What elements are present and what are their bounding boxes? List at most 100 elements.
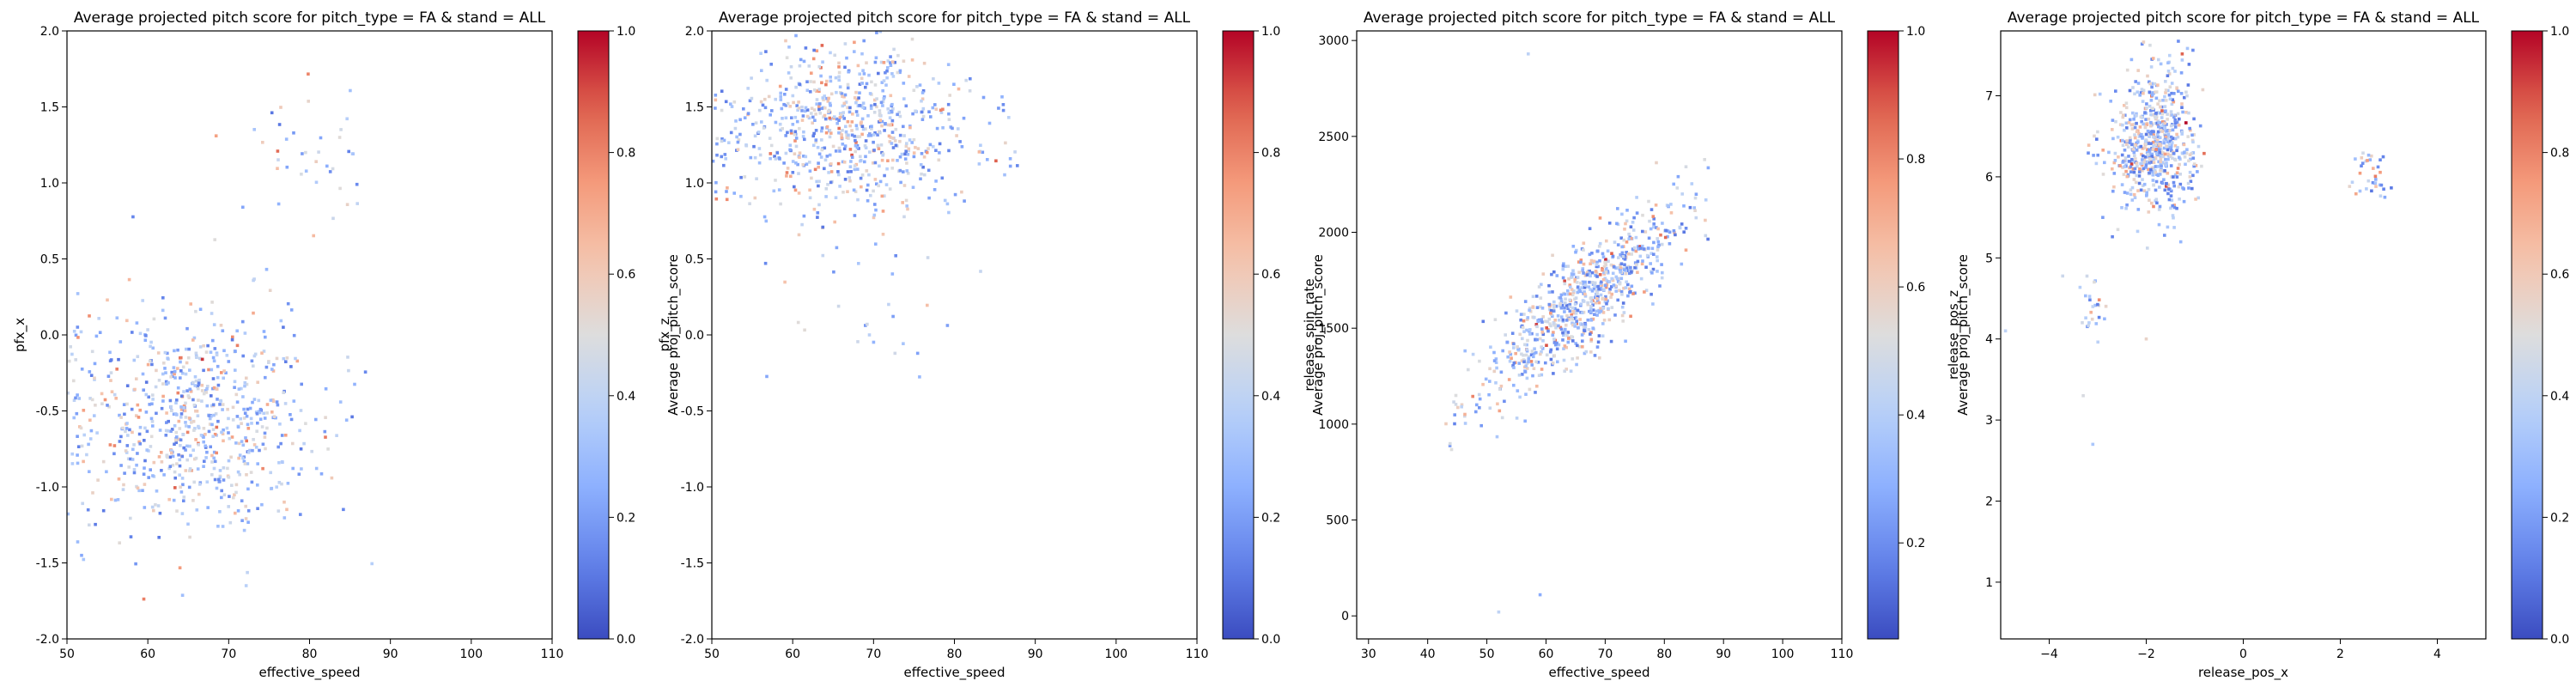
scatter-point (770, 109, 774, 112)
scatter-point (1539, 305, 1542, 308)
scatter-point (829, 170, 834, 173)
scatter-point (88, 397, 92, 400)
scatter-point (785, 171, 789, 174)
scatter-point (1611, 271, 1615, 276)
scatter-point (862, 72, 866, 76)
x-tick-label: −2 (2137, 647, 2155, 661)
scatter-point (872, 149, 876, 152)
scatter-point (820, 129, 823, 133)
scatter-point (1650, 271, 1654, 275)
scatter-point (854, 143, 858, 148)
scatter-point (714, 190, 718, 194)
scatter-point (2125, 203, 2129, 207)
scatter-point (1630, 284, 1634, 289)
scatter-point (2134, 80, 2137, 83)
scatter-point (230, 337, 234, 342)
scatter-point (2104, 304, 2108, 308)
scatter-point (125, 319, 129, 323)
scatter-point (194, 456, 198, 460)
scatter-point (884, 70, 887, 75)
scatter-point (1629, 265, 1632, 270)
scatter-point (299, 447, 303, 451)
y-axis-label: release_spin_rate (1302, 278, 1318, 391)
scatter-point (1571, 357, 1575, 361)
scatter-point (881, 153, 884, 157)
scatter-point (837, 131, 841, 135)
scatter-point (2163, 146, 2166, 150)
scatter-point (1561, 331, 1564, 335)
scatter-point (2157, 208, 2161, 211)
scatter-point (1536, 361, 1540, 364)
scatter-point (173, 376, 177, 380)
y-tick-label: -0.5 (36, 405, 59, 419)
scatter-point (285, 356, 289, 360)
scatter-point (221, 403, 225, 406)
scatter-point (1528, 387, 1532, 392)
scatter-point (2374, 178, 2378, 181)
scatter-point (2157, 125, 2160, 129)
scatter-point (347, 368, 350, 373)
scatter-point (1604, 285, 1608, 289)
scatter-point (150, 420, 155, 423)
scatter-point (1636, 271, 1639, 274)
scatter-point (2169, 194, 2173, 198)
scatter-point (1545, 353, 1549, 357)
scatter-point (197, 380, 201, 385)
scatter-point (1610, 277, 1613, 281)
y-tick-label: 0.0 (40, 329, 59, 343)
scatter-point (137, 440, 141, 444)
scatter-point (147, 395, 150, 399)
scatter-point (256, 462, 259, 465)
scatter-point (178, 566, 182, 569)
scatter-point (889, 64, 893, 67)
scatter-point (2156, 173, 2160, 178)
scatter-point (282, 356, 286, 361)
scatter-point (136, 355, 140, 358)
x-tick-label: 80 (1656, 647, 1672, 661)
scatter-point (2158, 173, 2162, 176)
scatter-point (843, 144, 848, 148)
scatter-point (2129, 138, 2132, 142)
scatter-point (791, 171, 795, 174)
scatter-point (184, 469, 188, 472)
scatter-point (905, 142, 908, 145)
scatter-point (754, 121, 758, 125)
scatter-point (96, 478, 100, 482)
scatter-point (168, 465, 173, 468)
scatter-point (220, 495, 223, 500)
scatter-point (881, 104, 884, 107)
scatter-point (804, 155, 808, 159)
scatter-point (129, 535, 133, 538)
scatter-point (2167, 198, 2172, 202)
scatter-point (2170, 149, 2173, 153)
y-tick-label: 2.0 (40, 25, 59, 39)
scatter-point (865, 82, 869, 86)
scatter-point (2137, 131, 2141, 136)
scatter-point (2348, 185, 2352, 188)
scatter-point (222, 493, 227, 496)
scatter-point (2366, 179, 2371, 183)
scatter-point (179, 438, 183, 442)
scatter-point (1576, 285, 1580, 289)
scatter-point (1493, 318, 1498, 321)
scatter-point (2390, 186, 2393, 190)
scatter-point (796, 320, 800, 325)
scatter-point (794, 137, 799, 140)
scatter-point (1643, 230, 1648, 234)
scatter-point (1594, 301, 1598, 305)
scatter-point (2372, 167, 2375, 170)
scatter-point (245, 439, 248, 443)
scatter-point (169, 409, 173, 412)
scatter-point (2148, 90, 2152, 94)
scatter-point (1574, 296, 1578, 300)
scatter-point (2125, 68, 2129, 72)
scatter-point (2376, 165, 2380, 169)
scatter-point (194, 379, 198, 383)
scatter-point (1684, 227, 1688, 230)
scatter-point (2166, 118, 2169, 121)
scatter-point (179, 490, 184, 494)
scatter-point (738, 132, 742, 137)
scatter-point (809, 80, 812, 83)
scatter-point (1505, 340, 1510, 344)
scatter-point (1680, 262, 1684, 266)
